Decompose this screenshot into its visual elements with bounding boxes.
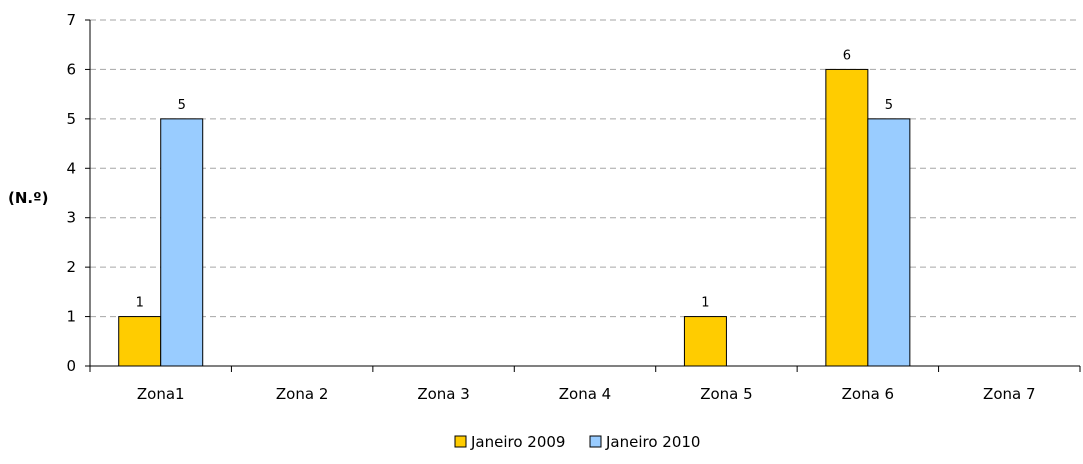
legend-swatch: [590, 436, 601, 447]
x-tick-label: Zona 5: [700, 385, 752, 403]
x-tick-label: Zona 2: [276, 385, 328, 403]
bar: [119, 317, 161, 366]
legend-label: Janeiro 2010: [605, 433, 700, 451]
y-tick-label: 0: [66, 357, 76, 375]
x-tick-label: Zona 6: [842, 385, 894, 403]
bar: [161, 119, 203, 366]
data-label: 6: [843, 48, 851, 63]
x-tick-label: Zona 4: [559, 385, 611, 403]
x-tick-label: Zona1: [137, 385, 185, 403]
y-tick-label: 6: [66, 60, 76, 78]
x-tick-label: Zona 7: [983, 385, 1035, 403]
y-tick-label: 1: [66, 308, 76, 326]
y-tick-label: 4: [66, 159, 76, 177]
x-tick-label: Zona 3: [417, 385, 469, 403]
data-label: 5: [885, 98, 893, 113]
bar: [826, 69, 868, 366]
axes: [85, 20, 1080, 372]
data-label: 1: [701, 296, 709, 311]
bar: [684, 317, 726, 366]
y-tick-label: 2: [66, 258, 76, 276]
y-tick-label: 3: [66, 209, 76, 227]
y-tick-label: 5: [66, 110, 76, 128]
y-tick-label: 7: [66, 11, 76, 29]
y-axis-label: (N.º): [8, 189, 48, 207]
grid-lines: [90, 20, 1080, 317]
legend-swatch: [455, 436, 466, 447]
legend: Janeiro 2009 Janeiro 2010: [455, 433, 700, 451]
data-label: 1: [136, 296, 144, 311]
data-label: 5: [178, 98, 186, 113]
bar: [868, 119, 910, 366]
legend-label: Janeiro 2009: [470, 433, 565, 451]
